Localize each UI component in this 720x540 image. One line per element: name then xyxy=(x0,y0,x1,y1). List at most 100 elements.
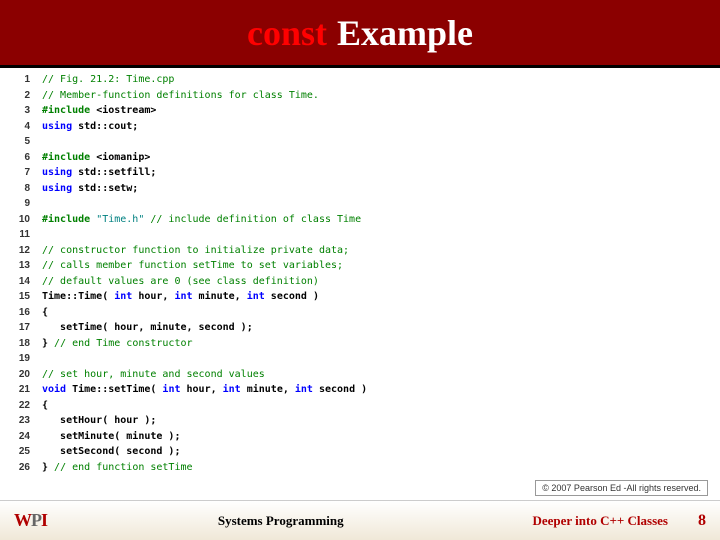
code-token: second ) xyxy=(313,382,373,398)
code-token: { xyxy=(42,398,54,414)
code-line: 18} // end Time constructor xyxy=(6,336,714,352)
code-line: 2 // Member-function definitions for clas… xyxy=(6,88,714,104)
code-line: 19 xyxy=(6,351,714,367)
code-line: 12 // constructor function to initialize … xyxy=(6,243,714,259)
line-number: 25 xyxy=(6,444,30,460)
code-token: // constructor function to initialize pr… xyxy=(42,243,349,259)
code-token: } xyxy=(42,460,54,476)
code-token: #include xyxy=(42,150,96,166)
line-number: 18 xyxy=(6,336,30,352)
code-token: int xyxy=(174,289,192,305)
code-token: #include xyxy=(42,103,96,119)
line-number: 17 xyxy=(6,320,30,336)
line-number: 2 xyxy=(6,88,30,104)
line-number: 20 xyxy=(6,367,30,383)
code-token: std::setfill; xyxy=(78,165,156,181)
line-number: 3 xyxy=(6,103,30,119)
code-token: std::setw; xyxy=(78,181,138,197)
code-token: using xyxy=(42,119,78,135)
code-token: // end Time constructor xyxy=(54,336,192,352)
copyright-notice: © 2007 Pearson Ed -All rights reserved. xyxy=(535,480,708,496)
line-number: 24 xyxy=(6,429,30,445)
title-rest: Example xyxy=(337,12,473,54)
code-line: 3 #include <iostream> xyxy=(6,103,714,119)
footer-subtitle: Deeper into C++ Classes xyxy=(532,513,668,529)
title-bar: const Example xyxy=(0,0,720,68)
line-number: 12 xyxy=(6,243,30,259)
code-line: 9 xyxy=(6,196,714,212)
line-number: 7 xyxy=(6,165,30,181)
code-token: using xyxy=(42,165,78,181)
code-line: 5 xyxy=(6,134,714,150)
code-line: 25 setSecond( second ); xyxy=(6,444,714,460)
code-line: 7 using std::setfill; xyxy=(6,165,714,181)
line-number: 1 xyxy=(6,72,30,88)
code-token: // calls member function setTime to set … xyxy=(42,258,343,274)
code-token: "Time.h" xyxy=(96,212,150,228)
code-token: int xyxy=(162,382,180,398)
line-number: 23 xyxy=(6,413,30,429)
wpi-logo: WPI xyxy=(14,510,47,531)
code-token: } xyxy=(42,336,54,352)
code-token: int xyxy=(114,289,132,305)
code-line: 13 // calls member function setTime to se… xyxy=(6,258,714,274)
page-number: 8 xyxy=(698,512,706,530)
code-token: int xyxy=(223,382,241,398)
code-token: hour, xyxy=(180,382,222,398)
code-line: 1 // Fig. 21.2: Time.cpp xyxy=(6,72,714,88)
line-number: 26 xyxy=(6,460,30,476)
line-number: 19 xyxy=(6,351,30,367)
code-token: hour, xyxy=(132,289,174,305)
line-number: 8 xyxy=(6,181,30,197)
line-number: 15 xyxy=(6,289,30,305)
code-line: 11 xyxy=(6,227,714,243)
code-token: <iostream> xyxy=(96,103,156,119)
code-token: Time::setTime( xyxy=(66,382,162,398)
code-line: 10 #include "Time.h" // include definitio… xyxy=(6,212,714,228)
code-line: 17 setTime( hour, minute, second ); xyxy=(6,320,714,336)
code-listing: 1 // Fig. 21.2: Time.cpp 2 // Member-functi… xyxy=(0,68,720,475)
code-line: 22 { xyxy=(6,398,714,414)
line-number: 6 xyxy=(6,150,30,166)
line-number: 4 xyxy=(6,119,30,135)
line-number: 22 xyxy=(6,398,30,414)
code-line: 4 using std::cout; xyxy=(6,119,714,135)
code-token: minute, xyxy=(193,289,247,305)
code-token: // Fig. 21.2: Time.cpp xyxy=(42,72,174,88)
code-token: <iomanip> xyxy=(96,150,150,166)
code-line: 8 using std::setw; xyxy=(6,181,714,197)
code-token: #include xyxy=(42,212,96,228)
code-line: 16 { xyxy=(6,305,714,321)
line-number: 10 xyxy=(6,212,30,228)
line-number: 9 xyxy=(6,196,30,212)
code-line: 6 #include <iomanip> xyxy=(6,150,714,166)
code-token: setHour( hour ); xyxy=(42,413,162,429)
line-number: 11 xyxy=(6,227,30,243)
code-token: second ) xyxy=(265,289,325,305)
code-token: Time::Time( xyxy=(42,289,114,305)
code-token: minute, xyxy=(241,382,295,398)
line-number: 5 xyxy=(6,134,30,150)
code-token: // Member-function definitions for class… xyxy=(42,88,319,104)
code-token: using xyxy=(42,181,78,197)
code-token: setSecond( second ); xyxy=(42,444,187,460)
code-token: // include definition of class Time xyxy=(150,212,361,228)
footer-course: Systems Programming xyxy=(47,513,514,529)
code-line: 21 void Time::setTime( int hour, int minu… xyxy=(6,382,714,398)
code-token: setTime( hour, minute, second ); xyxy=(42,320,259,336)
code-token: std::cout; xyxy=(78,119,138,135)
code-line: 24 setMinute( minute ); xyxy=(6,429,714,445)
code-token: int xyxy=(295,382,313,398)
code-token: int xyxy=(247,289,265,305)
code-token: { xyxy=(42,305,54,321)
code-token: setMinute( minute ); xyxy=(42,429,187,445)
line-number: 13 xyxy=(6,258,30,274)
line-number: 16 xyxy=(6,305,30,321)
code-token: // default values are 0 (see class defin… xyxy=(42,274,319,290)
code-line: 15Time::Time( int hour, int minute, int … xyxy=(6,289,714,305)
line-number: 21 xyxy=(6,382,30,398)
code-line: 23 setHour( hour ); xyxy=(6,413,714,429)
code-token: // end function setTime xyxy=(54,460,192,476)
code-line: 14// default values are 0 (see class def… xyxy=(6,274,714,290)
code-token: void xyxy=(42,382,66,398)
